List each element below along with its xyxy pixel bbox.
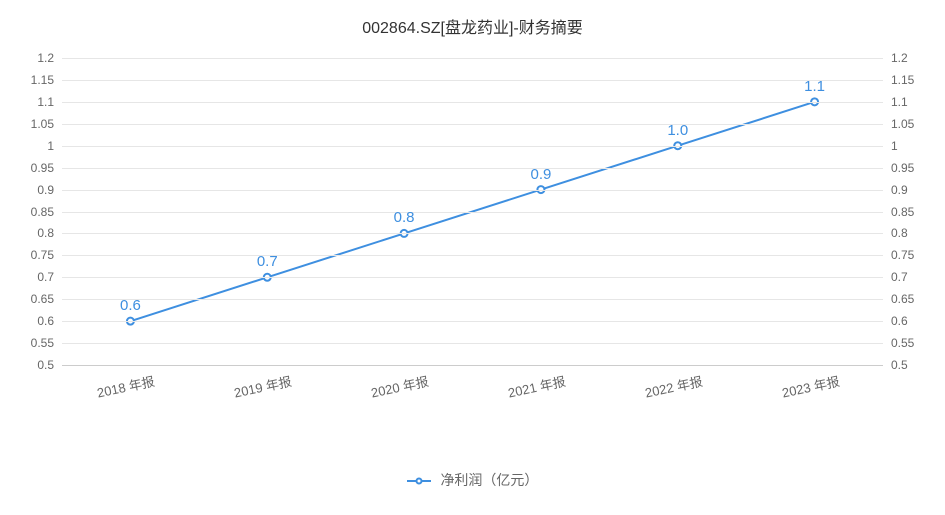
- y-tick-right: 0.6: [891, 315, 908, 327]
- data-point-label: 0.8: [394, 209, 415, 226]
- y-tick-right: 0.55: [891, 337, 914, 349]
- gridline: [62, 212, 883, 213]
- y-tick-right: 0.9: [891, 184, 908, 196]
- y-tick-right: 1: [891, 140, 898, 152]
- x-tick-label: 2018 年报: [95, 371, 156, 402]
- y-tick-left: 0.6: [37, 315, 54, 327]
- y-tick-left: 0.55: [31, 337, 54, 349]
- x-tick-label: 2021 年报: [506, 371, 567, 402]
- gridline: [62, 124, 883, 125]
- gridline: [62, 299, 883, 300]
- y-tick-right: 0.65: [891, 293, 914, 305]
- plot-area: 0.50.50.550.550.60.60.650.650.70.70.750.…: [62, 58, 883, 365]
- y-tick-left: 1: [47, 140, 54, 152]
- gridline: [62, 321, 883, 322]
- y-tick-left: 0.8: [37, 227, 54, 239]
- gridline: [62, 277, 883, 278]
- y-tick-right: 1.05: [891, 118, 914, 130]
- y-tick-left: 0.85: [31, 206, 54, 218]
- y-tick-right: 1.15: [891, 74, 914, 86]
- legend-marker: [407, 475, 431, 487]
- y-tick-right: 1.2: [891, 52, 908, 64]
- y-tick-left: 0.9: [37, 184, 54, 196]
- y-tick-left: 1.1: [37, 96, 54, 108]
- y-tick-left: 1.15: [31, 74, 54, 86]
- x-tick-label: 2023 年报: [780, 371, 841, 402]
- x-tick-label: 2020 年报: [369, 371, 430, 402]
- gridline: [62, 102, 883, 103]
- y-tick-right: 0.75: [891, 249, 914, 261]
- y-tick-left: 0.75: [31, 249, 54, 261]
- y-tick-right: 0.95: [891, 162, 914, 174]
- x-axis-line: [62, 365, 883, 366]
- legend-circle-icon: [415, 478, 422, 485]
- chart-title: 002864.SZ[盘龙药业]-财务摘要: [0, 14, 945, 38]
- data-point-label: 0.7: [257, 253, 278, 270]
- chart-container: 002864.SZ[盘龙药业]-财务摘要 0.50.50.550.550.60.…: [0, 0, 945, 515]
- legend-label: 净利润（亿元）: [440, 472, 538, 488]
- y-tick-left: 0.7: [37, 271, 54, 283]
- data-point-label: 0.6: [120, 297, 141, 314]
- gridline: [62, 233, 883, 234]
- y-tick-left: 0.95: [31, 162, 54, 174]
- y-tick-right: 0.85: [891, 206, 914, 218]
- gridline: [62, 168, 883, 169]
- data-point-label: 0.9: [530, 166, 551, 183]
- x-tick-label: 2019 年报: [232, 371, 293, 402]
- gridline: [62, 190, 883, 191]
- gridline: [62, 58, 883, 59]
- y-tick-left: 1.2: [37, 52, 54, 64]
- y-tick-right: 0.7: [891, 271, 908, 283]
- y-tick-right: 1.1: [891, 96, 908, 108]
- gridline: [62, 343, 883, 344]
- gridline: [62, 255, 883, 256]
- y-tick-right: 0.5: [891, 359, 908, 371]
- gridline: [62, 80, 883, 81]
- y-tick-left: 1.05: [31, 118, 54, 130]
- x-tick-label: 2022 年报: [643, 371, 704, 402]
- legend: 净利润（亿元）: [0, 470, 945, 490]
- gridline: [62, 146, 883, 147]
- y-tick-left: 0.65: [31, 293, 54, 305]
- y-tick-left: 0.5: [37, 359, 54, 371]
- data-point-label: 1.0: [667, 122, 688, 139]
- y-tick-right: 0.8: [891, 227, 908, 239]
- data-point-label: 1.1: [804, 78, 825, 95]
